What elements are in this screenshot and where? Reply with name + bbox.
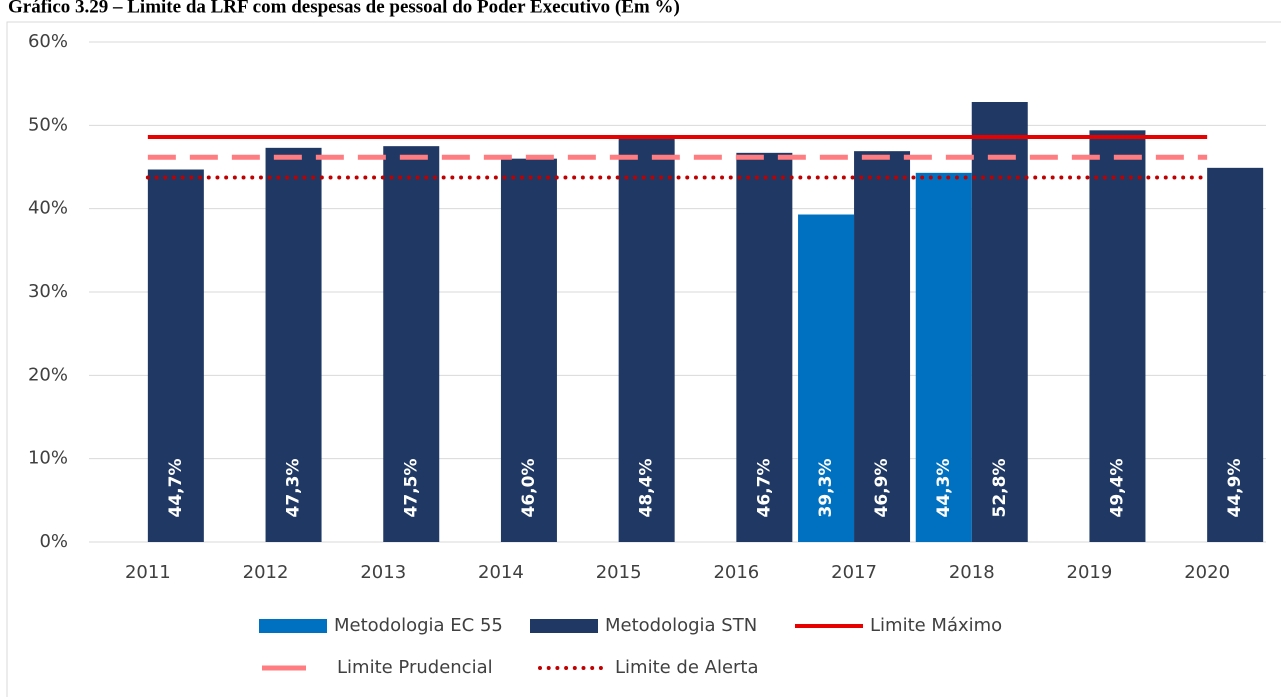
bar: [1207, 167, 1264, 543]
y-tick-label: 10%: [28, 448, 68, 469]
value-label: 52,8%: [990, 459, 1010, 518]
bar: [147, 169, 204, 542]
bar: [736, 152, 793, 543]
value-label: 47,3%: [284, 459, 304, 518]
value-label: 47,5%: [401, 459, 421, 518]
value-label: 46,9%: [872, 459, 892, 518]
chart-title: Gráfico 3.29 – Limite da LRF com despesa…: [8, 0, 680, 17]
x-tick-label: 2012: [243, 562, 289, 583]
legend-swatch: [530, 619, 598, 633]
x-tick-label: 2017: [831, 562, 877, 583]
x-tick-label: 2019: [1067, 562, 1113, 583]
x-tick-label: 2013: [360, 562, 406, 583]
value-label: 49,4%: [1107, 459, 1127, 518]
bar: [854, 151, 911, 542]
bar: [500, 158, 557, 542]
y-tick-label: 40%: [28, 198, 68, 219]
x-tick-label: 2020: [1184, 562, 1230, 583]
value-label: 46,0%: [519, 459, 539, 518]
bar: [1089, 130, 1146, 543]
value-label: 39,3%: [816, 459, 836, 518]
legend-label: Limite Máximo: [870, 615, 1002, 636]
y-tick-label: 20%: [28, 364, 68, 385]
x-tick-label: 2011: [125, 562, 171, 583]
legend-label: Limite Prudencial: [337, 657, 493, 678]
y-tick-label: 50%: [28, 114, 68, 135]
legend-swatch: [259, 619, 327, 633]
y-tick-label: 30%: [28, 281, 68, 302]
bar: [798, 214, 855, 542]
y-tick-label: 60%: [28, 31, 68, 52]
value-label: 44,7%: [166, 459, 186, 518]
x-tick-label: 2015: [596, 562, 642, 583]
legend-label: Metodologia EC 55: [334, 615, 503, 636]
x-tick-label: 2018: [949, 562, 995, 583]
bar: [618, 138, 675, 542]
value-label: 48,4%: [637, 459, 657, 518]
value-label: 44,3%: [934, 459, 954, 518]
value-label: 46,7%: [754, 459, 774, 518]
x-tick-label: 2016: [713, 562, 759, 583]
x-tick-label: 2014: [478, 562, 524, 583]
bar: [915, 172, 972, 543]
value-label: 44,9%: [1225, 459, 1245, 518]
bar: [265, 147, 322, 543]
bar: [383, 146, 440, 542]
legend-label: Limite de Alerta: [615, 657, 759, 678]
y-tick-label: 0%: [39, 531, 68, 552]
legend-label: Metodologia STN: [605, 615, 757, 636]
chart-frame: [6, 21, 1281, 697]
bar: [971, 102, 1028, 542]
